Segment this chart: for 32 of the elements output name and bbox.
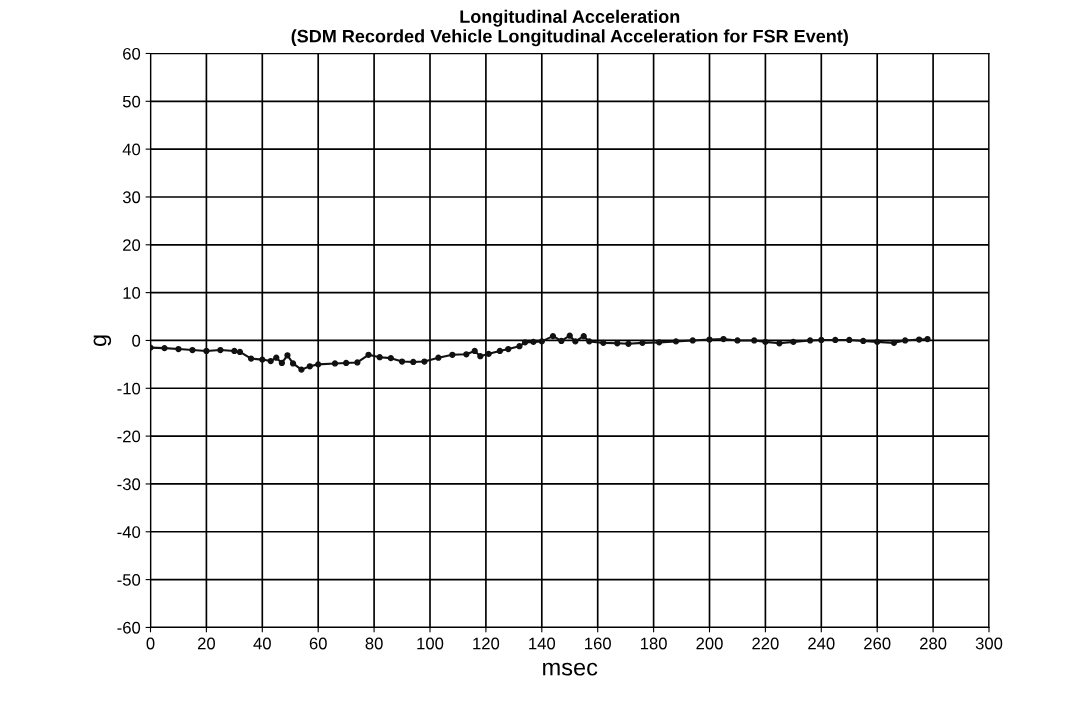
y-tick-label: 40 [122, 143, 141, 156]
y-tick-label: 20 [123, 239, 141, 251]
y-tick-label: 60 [123, 47, 141, 60]
x-tick-label: 60 [309, 637, 327, 650]
y-tick-label: -60 [117, 621, 141, 634]
y-tick-label: -10 [117, 382, 141, 395]
y-axis-title: g [93, 335, 112, 347]
x-tick-label: 200 [696, 637, 723, 650]
y-tick-label: 50 [122, 95, 141, 108]
y-tick-label: 10 [123, 287, 141, 299]
x-axis-title: msec [543, 662, 598, 676]
y-tick-label: -50 [117, 574, 141, 586]
x-tick-label: 100 [417, 637, 444, 650]
x-tick-label: 280 [920, 637, 947, 650]
y-tick-label: 0 [132, 334, 141, 347]
x-tick-label: 260 [864, 637, 891, 650]
x-tick-label: 220 [752, 637, 779, 650]
x-tick-label: 180 [640, 637, 667, 650]
y-tick-label: 30 [122, 191, 141, 204]
x-tick-label: 300 [975, 637, 1003, 650]
x-tick-label: 20 [197, 637, 216, 650]
x-tick-label: 160 [585, 637, 611, 650]
x-tick-label: 40 [253, 637, 271, 650]
x-tick-label: 80 [365, 637, 383, 650]
x-tick-label: 0 [146, 637, 155, 650]
x-tick-label: 140 [529, 637, 556, 650]
y-tick-label: -30 [117, 478, 141, 491]
x-tick-label: 120 [473, 637, 500, 650]
x-tick-label: 240 [808, 637, 835, 650]
y-tick-label: -20 [117, 430, 141, 443]
y-tick-label: -40 [117, 526, 141, 538]
chart-title: Longitudinal Acceleration (SDM Recorded Vehicle Longitudinal Acceleration for FSR Event) [291, 9, 848, 47]
